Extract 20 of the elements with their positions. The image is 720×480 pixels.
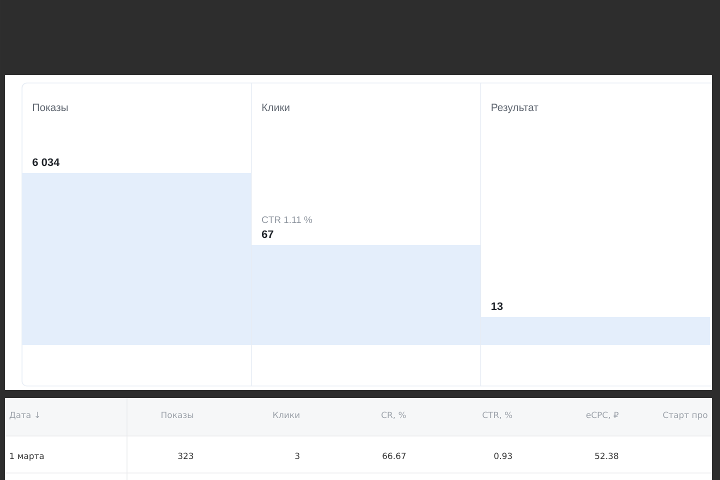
category-label: eCPC, ₽ (586, 412, 619, 419)
text: 3 (295, 452, 300, 459)
category-label: Клики (262, 104, 290, 111)
category-label: CR, % (382, 412, 406, 419)
data-label: 13 (492, 302, 503, 310)
category-label: Показы (162, 412, 194, 418)
data-label: 67 (262, 230, 274, 238)
text: 52.38 (595, 452, 618, 459)
text: CTR 1.11 % (262, 216, 312, 223)
text: 1 марта (10, 452, 44, 461)
text: 0.93 (494, 452, 512, 459)
category-label: Клики (273, 412, 300, 418)
category-label: Дата ↓ (10, 412, 40, 420)
text: 323 (178, 452, 194, 459)
category-label: Показы (33, 104, 68, 111)
data-label: 6 034 (32, 158, 60, 166)
category-label: CTR, % (482, 412, 512, 419)
text: 66.67 (382, 452, 406, 459)
category-label: Старт про (663, 412, 708, 420)
category-label: Результат (492, 104, 538, 113)
